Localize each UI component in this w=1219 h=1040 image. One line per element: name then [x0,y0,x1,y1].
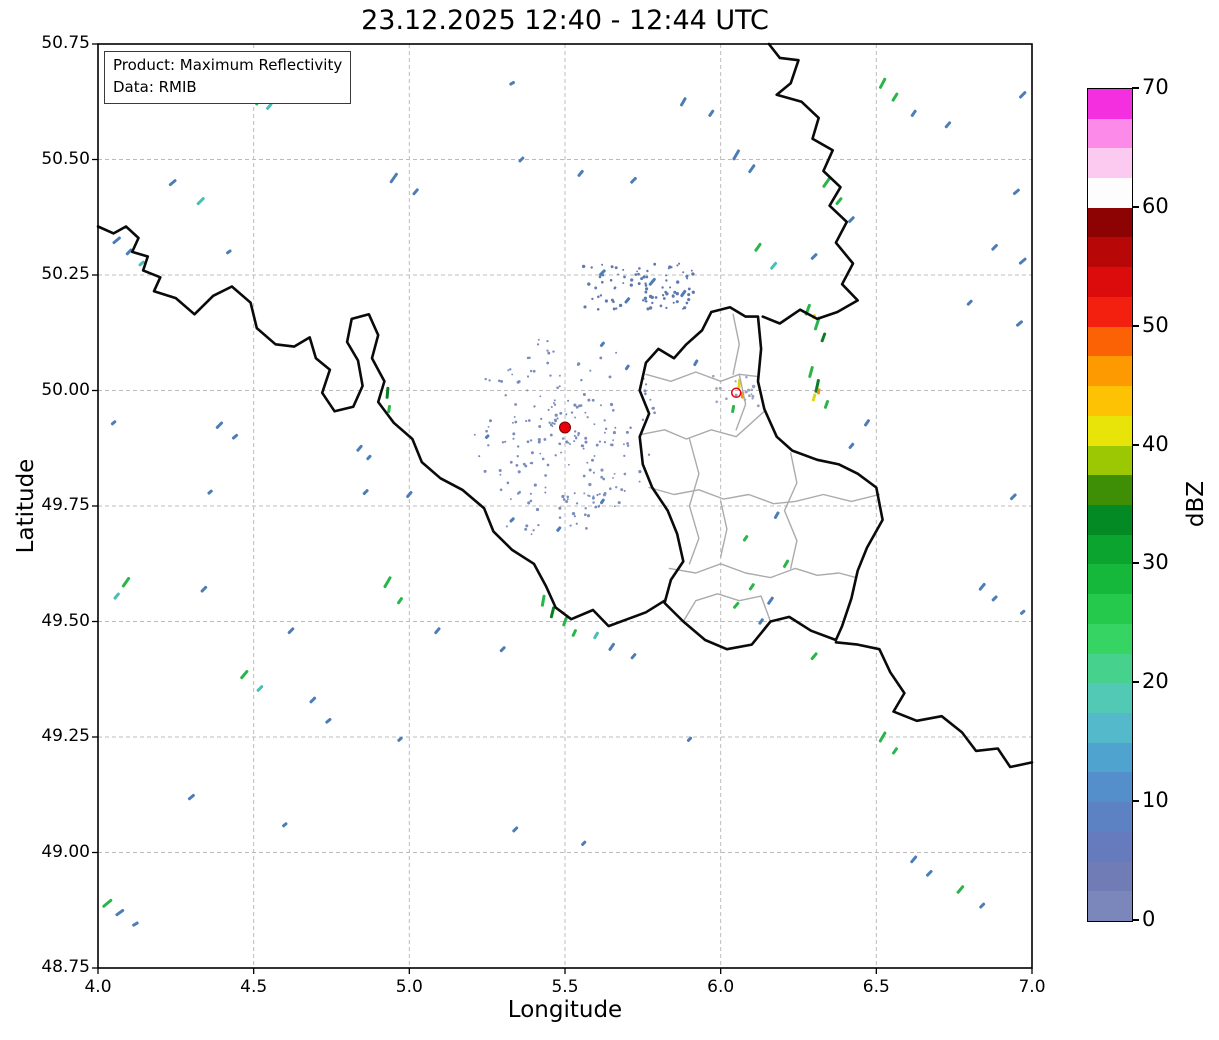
colorbar-segment [1088,623,1132,654]
country-borders [96,42,1034,769]
radar-site-markers [559,387,742,434]
colorbar-tick-label: 0 [1142,907,1156,931]
colorbar-segment [1088,683,1132,713]
colorbar-segment [1088,504,1132,535]
colorbar-segment [1088,475,1132,505]
axes-frame [97,43,1033,969]
radar-site-marker-open [730,387,742,399]
y-tick-label: 50.25 [41,264,90,284]
colorbar-tick-mark [1132,205,1139,208]
colorbar-segment [1088,564,1132,595]
x-axis-label: Longitude [507,997,623,1023]
radar-site-marker [559,421,571,434]
gridlines [92,43,1033,974]
colorbar-segment [1088,712,1132,743]
radar-echoes [102,70,1027,927]
x-tick-label: 7.0 [1018,977,1046,997]
y-tick-label: 50.50 [41,148,90,169]
y-tick-label: 50.00 [41,379,90,400]
colorbar-segment [1088,356,1132,387]
colorbar-tick-label: 70 [1142,75,1169,99]
colorbar-segment [1088,148,1132,179]
colorbar-tick-mark [1132,800,1139,803]
y-tick-label: 49.00 [41,841,90,862]
colorbar-segment [1088,861,1132,892]
colorbar-tick-label: 30 [1142,550,1169,575]
y-tick-label: 49.75 [41,495,90,515]
colorbar-tick-mark [1132,919,1139,921]
x-tick-label: 6.5 [862,977,890,997]
x-tick-label: 5.5 [551,977,579,997]
colorbar-segment [1088,415,1132,446]
colorbar-segment [1088,178,1132,208]
colorbar-segment [1088,653,1132,684]
plot-area: Product: Maximum Reflectivity Data: RMIB [92,42,1034,974]
colorbar-tick-label: 20 [1142,669,1169,694]
colorbar-segment [1088,88,1132,119]
colorbar-segment [1088,802,1132,832]
colorbar-segment [1088,534,1132,565]
x-tick-label: 4.0 [84,977,112,997]
colorbar-tick-mark [1132,681,1139,684]
colorbar-segment [1088,118,1132,149]
y-tick-label: 49.25 [41,726,90,746]
colorbar-segment [1088,326,1132,357]
colorbar-segment [1088,207,1132,238]
colorbar-segment [1088,267,1132,297]
colorbar-segment [1088,831,1132,862]
x-tick-label: 5.0 [395,977,423,997]
map-canvas [92,42,1034,974]
plot-title: 23.12.2025 12:40 - 12:44 UTC [361,5,769,36]
y-tick-label: 50.75 [41,33,90,53]
colorbar-segment [1088,445,1132,476]
colorbar-segment [1088,772,1132,803]
colorbar-segment [1088,386,1132,416]
district-borders [640,313,881,623]
colorbar-segment [1088,891,1132,921]
colorbar-segment [1088,237,1132,268]
colorbar-tick-mark [1132,562,1139,565]
annotation-data-line: Data: RMIB [113,77,197,96]
colorbar-tick-mark [1132,324,1139,327]
y-tick-label: 48.75 [41,957,90,977]
colorbar [1087,88,1133,922]
colorbar-segment [1088,742,1132,773]
colorbar-tick-label: 50 [1142,312,1169,337]
product-annotation-box: Product: Maximum Reflectivity Data: RMIB [104,51,352,104]
clutter-speckles [473,262,760,536]
colorbar-segment [1088,296,1132,327]
colorbar-label: dBZ [1183,480,1209,528]
colorbar-tick-label: 10 [1142,788,1169,813]
colorbar-segment [1088,594,1132,624]
x-tick-label: 4.5 [240,977,268,997]
x-tick-label: 6.0 [707,977,735,997]
colorbar-tick-mark [1132,87,1139,89]
y-tick-label: 49.50 [41,610,90,631]
annotation-product-line: Product: Maximum Reflectivity [113,56,343,74]
colorbar-tick-mark [1132,443,1139,446]
colorbar-tick-label: 60 [1142,193,1169,218]
colorbar-tick-label: 40 [1142,431,1169,456]
